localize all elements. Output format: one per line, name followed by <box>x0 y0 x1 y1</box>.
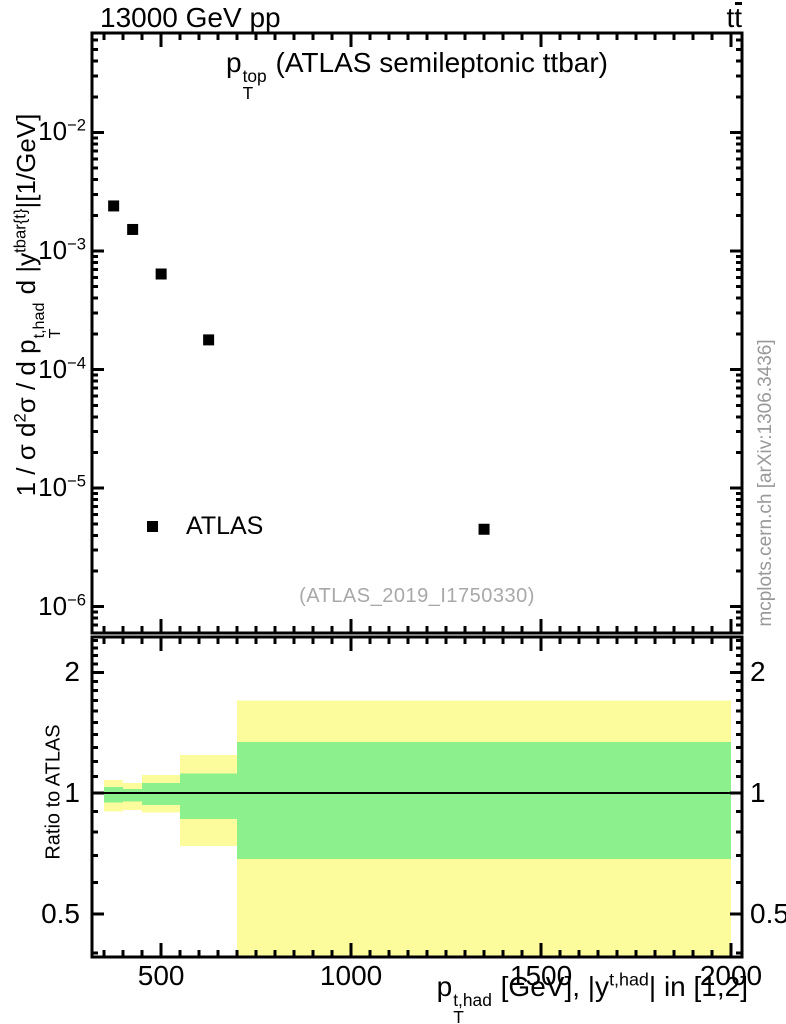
data-point-marker <box>127 223 139 235</box>
y-axis-tick-label: 10−4 <box>38 352 86 384</box>
data-point-marker <box>478 523 490 535</box>
ratio-inner-band <box>237 741 731 860</box>
y-axis-tick-label: 10−3 <box>38 234 86 265</box>
data-point-marker <box>203 334 215 346</box>
plot-title: p top T (ATLAS semileptonic ttbar) <box>226 47 608 103</box>
main-panel-frame <box>90 31 744 635</box>
x-axis-tick-label: 2000 <box>699 960 763 991</box>
y-axis-tick-label: 10−6 <box>38 590 86 621</box>
x-axis-tick-label: 500 <box>137 960 185 991</box>
ratio-tick-label-left: 0.5 <box>41 898 80 930</box>
legend-marker-square <box>147 521 158 532</box>
data-point-marker <box>155 268 167 280</box>
y-axis-tick-label: 10−2 <box>38 115 86 147</box>
analysis-id-watermark: (ATLAS_2019_I1750330) <box>299 585 535 607</box>
ratio-tick-label-right: 0.5 <box>750 898 786 930</box>
ratio-inner-band <box>123 788 143 802</box>
ratio-tick-label-left: 2 <box>64 656 80 688</box>
y-axis-title: 1 / σ d2σ / d p t,had T d |ytbar{t}|[1/GeV… <box>10 113 64 497</box>
x-axis-title: p t,had T [GeV], |yt,had| in [1,2] <box>436 969 748 1024</box>
process-label: tt <box>726 2 742 33</box>
ratio-panel-frame <box>90 635 744 959</box>
ratio-tick-label-right: 1 <box>750 777 766 809</box>
x-axis-tick-label: 1500 <box>509 960 573 991</box>
legend-label: ATLAS <box>186 512 264 540</box>
data-point-marker <box>108 200 120 212</box>
mcplots-arxiv-note: mcplots.cern.ch [arXiv:1306.3436] <box>755 339 776 627</box>
ratio-tick-label-right: 2 <box>750 656 766 688</box>
ratio-inner-band <box>180 773 238 819</box>
y-axis-tick-label: 10−5 <box>38 471 86 503</box>
beam-energy-label: 13000 GeV pp <box>100 2 281 33</box>
ratio-tick-label-left: 1 <box>64 777 80 809</box>
x-axis-tick-label: 1000 <box>319 960 383 991</box>
ratio-inner-band <box>104 787 124 803</box>
